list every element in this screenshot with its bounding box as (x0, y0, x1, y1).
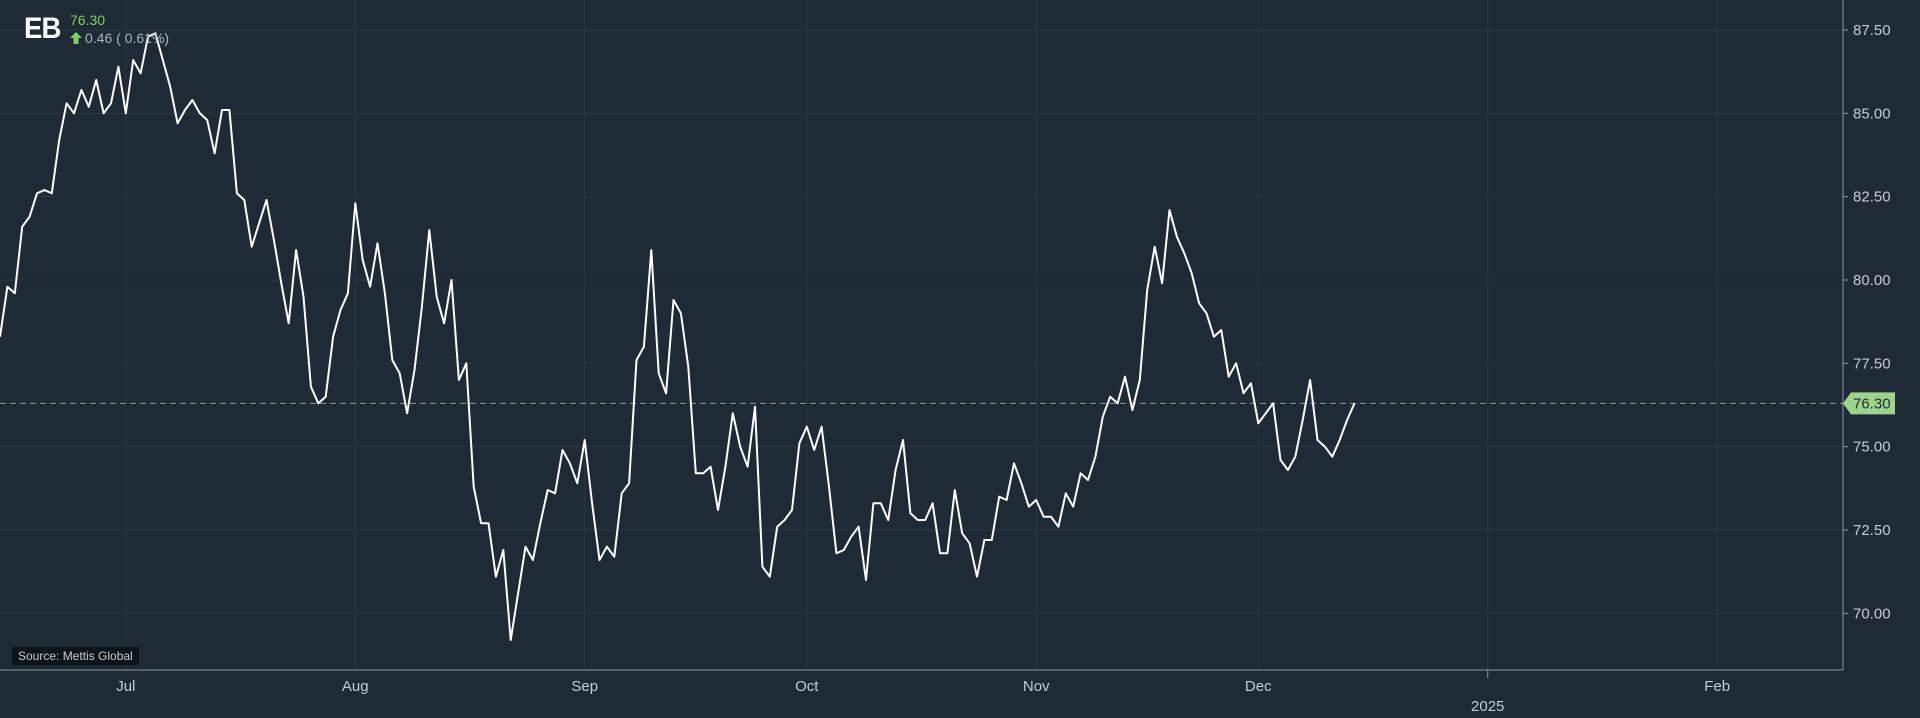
y-tick-label: 85.00 (1853, 105, 1891, 122)
source-label: Source: Mettis Global (12, 647, 139, 665)
ticker-symbol: EB (24, 12, 61, 45)
axes (0, 0, 1844, 671)
y-tick-label: 82.50 (1853, 189, 1891, 206)
last-value-badge: 76.30 (1843, 392, 1895, 415)
x-tick-label: Dec (1245, 678, 1272, 695)
y-tick-labels: 70.00 72.50 75.00 77.50 80.00 82.50 85.00 87.50 (1853, 22, 1891, 622)
grid (0, 0, 1848, 678)
y-tick-label: 87.50 (1853, 22, 1891, 39)
x-year-label: 2025 (1471, 698, 1504, 715)
last-value-label: 76.30 (1853, 395, 1891, 412)
quote-price: 76.30 (70, 12, 106, 28)
price-series-line (0, 32, 1356, 641)
x-tick-label: Jul (116, 678, 135, 695)
y-tick-label: 72.50 (1853, 522, 1891, 539)
x-tick-labels: Jul Aug Sep Oct Nov Dec Feb 2025 (116, 678, 1730, 715)
arrow-up-icon (70, 32, 82, 44)
y-tick-label: 70.00 (1853, 605, 1891, 622)
y-tick-label: 75.00 (1853, 439, 1891, 456)
y-tick-label: 77.50 (1853, 355, 1891, 372)
quote-change-row: 0.46 ( 0.61%) (70, 30, 169, 46)
x-tick-label: Feb (1704, 678, 1730, 695)
x-tick-label: Nov (1023, 678, 1050, 695)
y-tick-label: 80.00 (1853, 272, 1891, 289)
quote-change: 0.46 ( 0.61%) (85, 30, 170, 46)
x-tick-label: Oct (795, 678, 819, 695)
x-tick-label: Aug (342, 678, 369, 695)
last-value-badge-shape (1843, 392, 1895, 415)
x-tick-label: Sep (571, 678, 598, 695)
